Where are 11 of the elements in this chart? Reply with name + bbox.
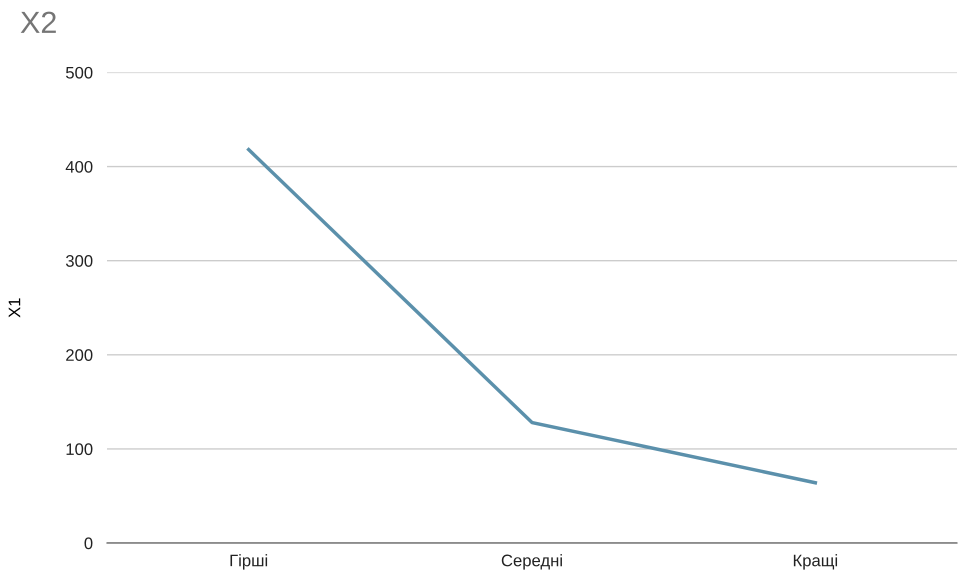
x-tick-label: Кращі xyxy=(794,554,838,570)
x-tick-label: Гірші xyxy=(230,554,268,570)
y-tick-label: 400 xyxy=(66,160,92,173)
y-tick-label: 200 xyxy=(66,349,92,361)
y-tick-label: 100 xyxy=(66,443,92,456)
y-axis-title: X1 xyxy=(8,298,20,318)
x-tick-label: Середні xyxy=(502,554,562,570)
y-tick-label: 300 xyxy=(66,255,92,267)
y-tick-label: 500 xyxy=(66,66,92,79)
y-tick-label: 0 xyxy=(84,537,92,550)
chart-title: X2 xyxy=(20,12,56,33)
